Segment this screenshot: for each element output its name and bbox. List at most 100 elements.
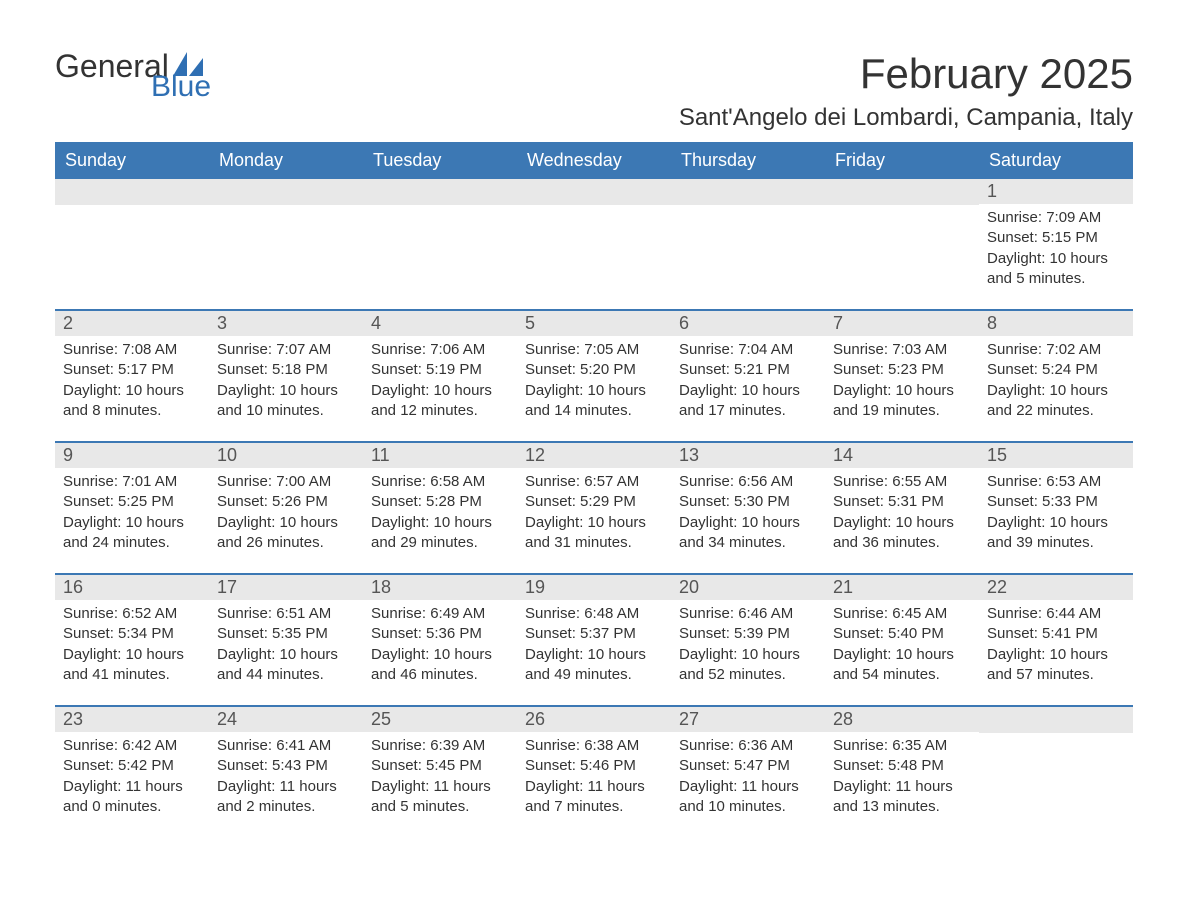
daylight-text: Daylight: 10 hours and 44 minutes. [217, 645, 355, 686]
daylight-text: Daylight: 10 hours and 10 minutes. [217, 381, 355, 422]
sunrise-text: Sunrise: 6:45 AM [833, 604, 971, 624]
day-number: 12 [517, 443, 671, 468]
week-row: 9Sunrise: 7:01 AMSunset: 5:25 PMDaylight… [55, 441, 1133, 563]
weekday-header: Monday [209, 142, 363, 179]
daylight-text: Daylight: 10 hours and 14 minutes. [525, 381, 663, 422]
day-cell: 14Sunrise: 6:55 AMSunset: 5:31 PMDayligh… [825, 443, 979, 563]
day-number [825, 179, 979, 205]
day-number: 1 [979, 179, 1133, 204]
sunset-text: Sunset: 5:25 PM [63, 492, 201, 512]
sunrise-text: Sunrise: 6:58 AM [371, 472, 509, 492]
daylight-text: Daylight: 10 hours and 22 minutes. [987, 381, 1125, 422]
day-number: 23 [55, 707, 209, 732]
month-title: February 2025 [679, 50, 1133, 98]
day-cell: 15Sunrise: 6:53 AMSunset: 5:33 PMDayligh… [979, 443, 1133, 563]
sunrise-text: Sunrise: 6:44 AM [987, 604, 1125, 624]
sunrise-text: Sunrise: 7:03 AM [833, 340, 971, 360]
day-number: 8 [979, 311, 1133, 336]
day-number: 11 [363, 443, 517, 468]
sunrise-text: Sunrise: 6:35 AM [833, 736, 971, 756]
daylight-text: Daylight: 11 hours and 2 minutes. [217, 777, 355, 818]
sunrise-text: Sunrise: 7:06 AM [371, 340, 509, 360]
day-number: 14 [825, 443, 979, 468]
sunrise-text: Sunrise: 6:41 AM [217, 736, 355, 756]
daylight-text: Daylight: 10 hours and 57 minutes. [987, 645, 1125, 686]
sunrise-text: Sunrise: 6:53 AM [987, 472, 1125, 492]
sunset-text: Sunset: 5:20 PM [525, 360, 663, 380]
day-number: 10 [209, 443, 363, 468]
weeks-container: 1Sunrise: 7:09 AMSunset: 5:15 PMDaylight… [55, 179, 1133, 827]
day-body: Sunrise: 6:46 AMSunset: 5:39 PMDaylight:… [671, 600, 825, 693]
day-body: Sunrise: 6:48 AMSunset: 5:37 PMDaylight:… [517, 600, 671, 693]
day-cell [825, 179, 979, 299]
day-number: 27 [671, 707, 825, 732]
day-number: 7 [825, 311, 979, 336]
title-block: February 2025 Sant'Angelo dei Lombardi, … [679, 50, 1133, 132]
day-body: Sunrise: 7:08 AMSunset: 5:17 PMDaylight:… [55, 336, 209, 429]
sunset-text: Sunset: 5:35 PM [217, 624, 355, 644]
sunrise-text: Sunrise: 6:39 AM [371, 736, 509, 756]
sunrise-text: Sunrise: 7:01 AM [63, 472, 201, 492]
day-body: Sunrise: 6:39 AMSunset: 5:45 PMDaylight:… [363, 732, 517, 825]
sunset-text: Sunset: 5:42 PM [63, 756, 201, 776]
daylight-text: Daylight: 10 hours and 5 minutes. [987, 249, 1125, 290]
sunset-text: Sunset: 5:45 PM [371, 756, 509, 776]
day-number: 26 [517, 707, 671, 732]
day-body: Sunrise: 7:02 AMSunset: 5:24 PMDaylight:… [979, 336, 1133, 429]
day-number: 15 [979, 443, 1133, 468]
sunrise-text: Sunrise: 6:55 AM [833, 472, 971, 492]
daylight-text: Daylight: 10 hours and 8 minutes. [63, 381, 201, 422]
logo: General Blue [55, 50, 211, 102]
day-body: Sunrise: 6:49 AMSunset: 5:36 PMDaylight:… [363, 600, 517, 693]
day-cell: 13Sunrise: 6:56 AMSunset: 5:30 PMDayligh… [671, 443, 825, 563]
day-cell: 24Sunrise: 6:41 AMSunset: 5:43 PMDayligh… [209, 707, 363, 827]
day-cell [517, 179, 671, 299]
day-number: 16 [55, 575, 209, 600]
day-cell: 6Sunrise: 7:04 AMSunset: 5:21 PMDaylight… [671, 311, 825, 431]
day-cell: 2Sunrise: 7:08 AMSunset: 5:17 PMDaylight… [55, 311, 209, 431]
weekday-header: Wednesday [517, 142, 671, 179]
daylight-text: Daylight: 10 hours and 17 minutes. [679, 381, 817, 422]
week-row: 2Sunrise: 7:08 AMSunset: 5:17 PMDaylight… [55, 309, 1133, 431]
sunset-text: Sunset: 5:17 PM [63, 360, 201, 380]
daylight-text: Daylight: 10 hours and 46 minutes. [371, 645, 509, 686]
sunset-text: Sunset: 5:47 PM [679, 756, 817, 776]
day-body: Sunrise: 6:41 AMSunset: 5:43 PMDaylight:… [209, 732, 363, 825]
day-cell: 21Sunrise: 6:45 AMSunset: 5:40 PMDayligh… [825, 575, 979, 695]
day-cell: 4Sunrise: 7:06 AMSunset: 5:19 PMDaylight… [363, 311, 517, 431]
day-body: Sunrise: 7:01 AMSunset: 5:25 PMDaylight:… [55, 468, 209, 561]
day-body: Sunrise: 6:58 AMSunset: 5:28 PMDaylight:… [363, 468, 517, 561]
day-cell [671, 179, 825, 299]
daylight-text: Daylight: 10 hours and 52 minutes. [679, 645, 817, 686]
day-number: 28 [825, 707, 979, 732]
sunrise-text: Sunrise: 6:36 AM [679, 736, 817, 756]
day-cell: 20Sunrise: 6:46 AMSunset: 5:39 PMDayligh… [671, 575, 825, 695]
day-cell: 9Sunrise: 7:01 AMSunset: 5:25 PMDaylight… [55, 443, 209, 563]
sunset-text: Sunset: 5:36 PM [371, 624, 509, 644]
day-number: 5 [517, 311, 671, 336]
day-cell: 5Sunrise: 7:05 AMSunset: 5:20 PMDaylight… [517, 311, 671, 431]
daylight-text: Daylight: 10 hours and 41 minutes. [63, 645, 201, 686]
sunset-text: Sunset: 5:21 PM [679, 360, 817, 380]
daylight-text: Daylight: 10 hours and 54 minutes. [833, 645, 971, 686]
day-cell: 8Sunrise: 7:02 AMSunset: 5:24 PMDaylight… [979, 311, 1133, 431]
day-body: Sunrise: 6:44 AMSunset: 5:41 PMDaylight:… [979, 600, 1133, 693]
day-body: Sunrise: 7:00 AMSunset: 5:26 PMDaylight:… [209, 468, 363, 561]
sunrise-text: Sunrise: 6:42 AM [63, 736, 201, 756]
day-number [671, 179, 825, 205]
logo-text-blue: Blue [151, 72, 211, 102]
sunset-text: Sunset: 5:34 PM [63, 624, 201, 644]
daylight-text: Daylight: 10 hours and 31 minutes. [525, 513, 663, 554]
week-row: 23 Sunrise: 6:42 AMSunset: 5:42 PM Dayligh… [55, 705, 1133, 827]
day-cell [209, 179, 363, 299]
day-body: Sunrise: 6:52 AMSunset: 5:34 PMDaylight:… [55, 600, 209, 693]
sunrise-text: Sunrise: 6:49 AM [371, 604, 509, 624]
sunrise-text: Sunrise: 7:04 AM [679, 340, 817, 360]
header: General Blue February 2025 Sant'Angelo d… [55, 50, 1133, 132]
day-body: Sunrise: 6:51 AMSunset: 5:35 PMDaylight:… [209, 600, 363, 693]
location: Sant'Angelo dei Lombardi, Campania, Ital… [679, 104, 1133, 132]
daylight-text: Daylight: 10 hours and 19 minutes. [833, 381, 971, 422]
day-body: Sunrise: 7:05 AMSunset: 5:20 PMDaylight:… [517, 336, 671, 429]
daylight-text: Daylight: 11 hours and 5 minutes. [371, 777, 509, 818]
week-row: 16Sunrise: 6:52 AMSunset: 5:34 PMDayligh… [55, 573, 1133, 695]
